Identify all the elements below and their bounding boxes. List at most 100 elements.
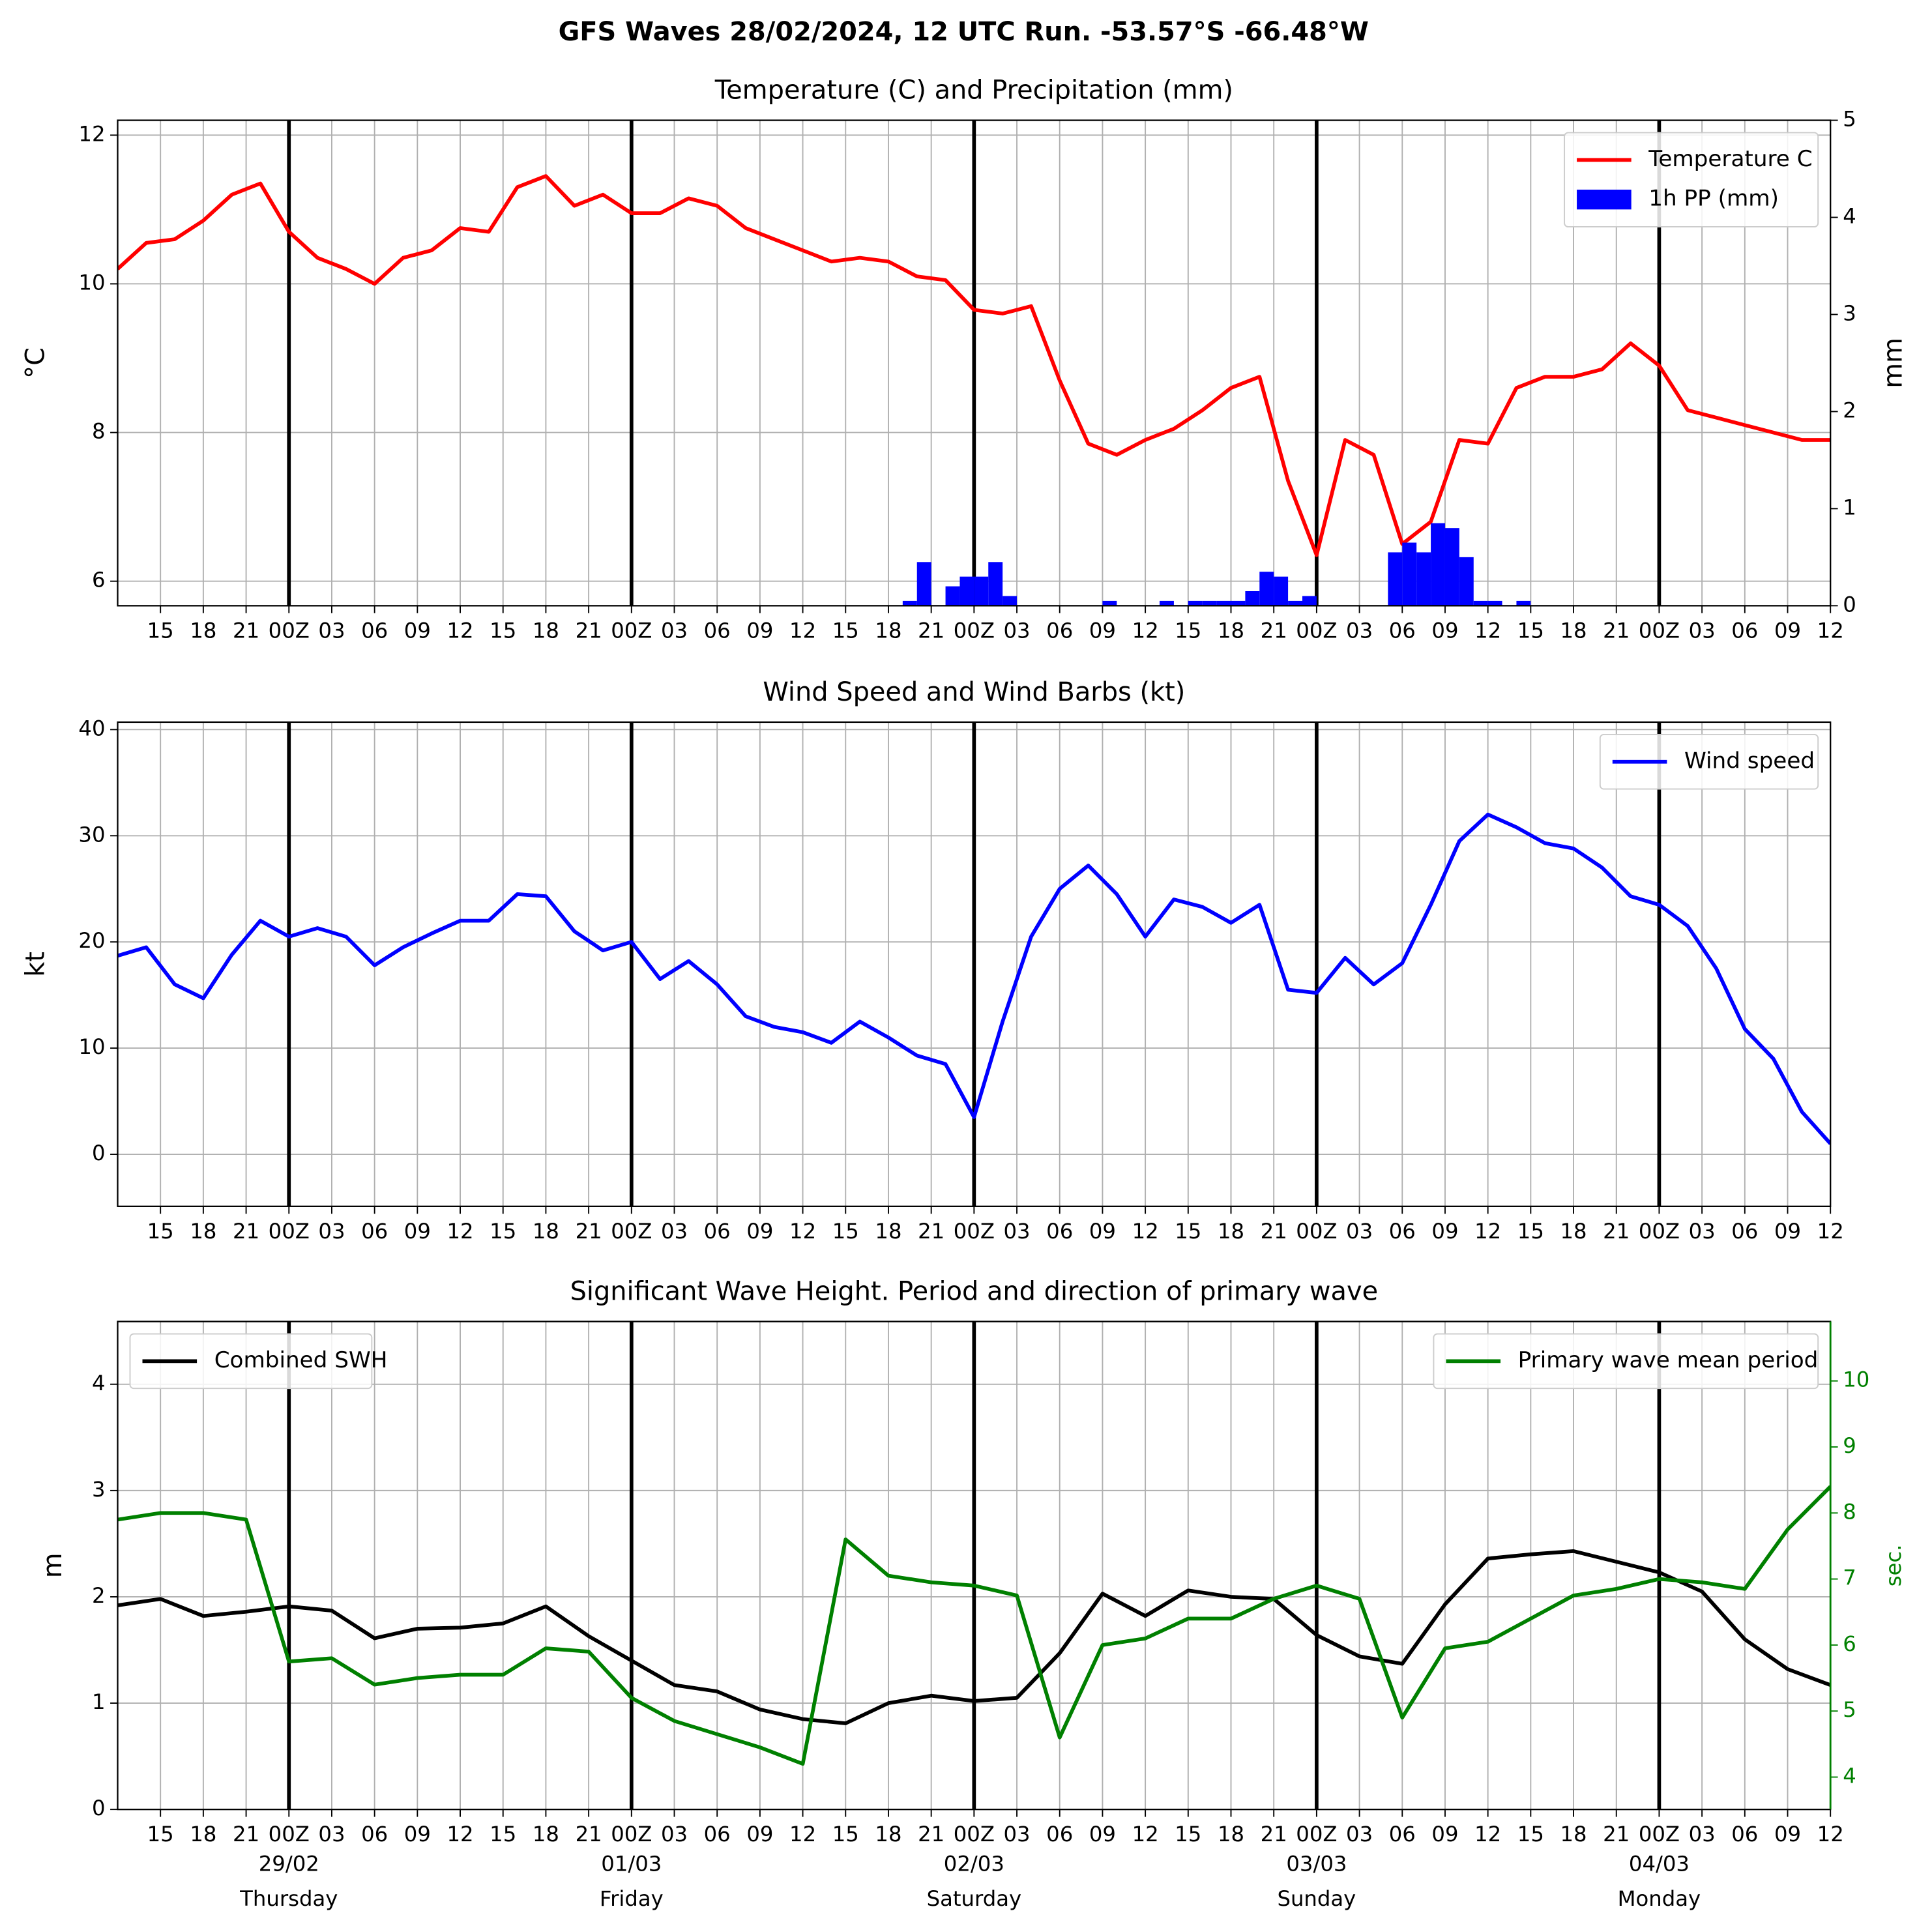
- x-tick-label: 18: [190, 1219, 216, 1244]
- y2-tick-label: 4: [1843, 204, 1856, 229]
- x-tick-label: 06: [1731, 1219, 1758, 1244]
- day-date-label: 04/03: [1629, 1852, 1690, 1876]
- x-tick-label: 15: [1175, 618, 1201, 643]
- precip-bar: [1402, 542, 1417, 606]
- y2-tick-label: 9: [1843, 1433, 1856, 1458]
- y2-tick-label: 6: [1843, 1631, 1856, 1656]
- x-tick-label: 21: [576, 1219, 602, 1244]
- x-tick-label: 03: [318, 1219, 345, 1244]
- y2-tick-label: 0: [1843, 592, 1856, 617]
- x-tick-label: 09: [1774, 1822, 1801, 1846]
- day-date-label: 03/03: [1286, 1852, 1347, 1876]
- y-tick-label: 6: [92, 568, 106, 592]
- x-tick-label: 12: [1474, 1822, 1501, 1846]
- panel-title: Temperature (C) and Precipitation (mm): [714, 75, 1233, 105]
- x-tick-label: 03: [1003, 618, 1030, 643]
- y2-tick-label: 5: [1843, 1697, 1856, 1722]
- x-tick-label: 09: [1089, 1822, 1116, 1846]
- y-tick-label: 4: [92, 1371, 106, 1395]
- x-tick-label: 15: [147, 1219, 174, 1244]
- x-tick-label: 12: [1132, 1219, 1159, 1244]
- x-tick-label: 00Z: [1296, 1822, 1337, 1846]
- x-tick-label: 12: [1817, 1219, 1844, 1244]
- x-tick-label: 06: [1389, 618, 1416, 643]
- x-tick-label: 06: [1731, 618, 1758, 643]
- x-tick-label: 12: [1132, 1822, 1159, 1846]
- x-tick-label: 18: [1218, 1219, 1244, 1244]
- x-tick-label: 06: [1046, 1219, 1073, 1244]
- plot-frame: [117, 119, 1832, 607]
- x-tick-label: 21: [1261, 618, 1287, 643]
- x-tick-label: 18: [1218, 618, 1244, 643]
- x-tick-label: 06: [1046, 618, 1073, 643]
- x-tick-label: 18: [1560, 1219, 1587, 1244]
- precip-bar: [916, 562, 931, 606]
- legend-swatch: [1577, 189, 1632, 210]
- x-tick-label: 21: [1603, 1219, 1630, 1244]
- precip-bar: [1288, 600, 1302, 606]
- x-tick-label: 18: [190, 618, 216, 643]
- x-tick-label: 03: [1689, 618, 1716, 643]
- x-tick-label: 00Z: [954, 618, 995, 643]
- x-tick-label: 15: [1517, 1822, 1544, 1846]
- precip-bar: [945, 586, 960, 606]
- plot-frame: [117, 721, 1832, 1207]
- x-tick-label: 21: [233, 1219, 259, 1244]
- x-tick-label: 15: [147, 618, 174, 643]
- x-tick-label: 03: [661, 618, 688, 643]
- x-tick-label: 21: [918, 1219, 944, 1244]
- x-tick-label: 00Z: [611, 1822, 652, 1846]
- x-tick-label: 03: [1346, 1822, 1373, 1846]
- x-tick-label: 15: [832, 1822, 859, 1846]
- x-tick-label: 03: [1003, 1822, 1030, 1846]
- x-tick-label: 15: [490, 618, 516, 643]
- x-tick-label: 03: [1346, 1219, 1373, 1244]
- x-tick-label: 15: [832, 1219, 859, 1244]
- y2-tick-label: 7: [1843, 1566, 1856, 1590]
- x-tick-label: 12: [1474, 618, 1501, 643]
- series-line: [117, 174, 1831, 557]
- x-tick-label: 03: [661, 1219, 688, 1244]
- x-tick-label: 21: [233, 1822, 259, 1846]
- x-tick-label: 00Z: [269, 1219, 310, 1244]
- x-tick-label: 18: [875, 618, 901, 643]
- x-tick-label: 06: [704, 1219, 731, 1244]
- x-tick-label: 12: [446, 1822, 473, 1846]
- x-tick-label: 21: [233, 618, 259, 643]
- precip-bar: [959, 576, 974, 606]
- x-tick-label: 09: [1774, 618, 1801, 643]
- x-tick-label: 21: [1603, 1822, 1630, 1846]
- x-tick-label: 15: [147, 1822, 174, 1846]
- precip-bar: [1302, 596, 1317, 606]
- x-tick-label: 00Z: [611, 1219, 652, 1244]
- precip-bar: [902, 600, 917, 606]
- y2-tick-label: 5: [1843, 107, 1856, 132]
- x-tick-label: 12: [789, 618, 816, 643]
- x-tick-label: 09: [404, 618, 431, 643]
- x-tick-label: 06: [361, 618, 388, 643]
- legend-label: Combined SWH: [214, 1347, 388, 1373]
- day-date-label: 01/03: [601, 1852, 662, 1876]
- y-tick-label: 40: [78, 716, 105, 740]
- x-tick-label: 12: [446, 618, 473, 643]
- x-tick-label: 06: [361, 1219, 388, 1244]
- precip-bar: [1245, 591, 1260, 606]
- x-tick-label: 18: [533, 618, 559, 643]
- x-tick-label: 00Z: [954, 1219, 995, 1244]
- y-tick-label: 0: [92, 1796, 106, 1820]
- legend-label: Primary wave mean period: [1518, 1347, 1819, 1373]
- precip-bar: [1216, 600, 1231, 606]
- precip-bar: [1487, 600, 1502, 606]
- x-tick-label: 09: [404, 1219, 431, 1244]
- x-tick-label: 15: [490, 1822, 516, 1846]
- x-tick-label: 21: [576, 618, 602, 643]
- x-tick-label: 00Z: [1296, 1219, 1337, 1244]
- x-tick-label: 09: [1431, 1822, 1458, 1846]
- day-name-label: Thursday: [239, 1886, 338, 1911]
- x-tick-label: 09: [1774, 1219, 1801, 1244]
- x-tick-label: 03: [1689, 1822, 1716, 1846]
- x-tick-label: 09: [746, 618, 773, 643]
- day-name-label: Saturday: [927, 1886, 1022, 1911]
- precip-bar: [1160, 600, 1174, 606]
- figure-title: GFS Waves 28/02/2024, 12 UTC Run. -53.57…: [559, 17, 1369, 47]
